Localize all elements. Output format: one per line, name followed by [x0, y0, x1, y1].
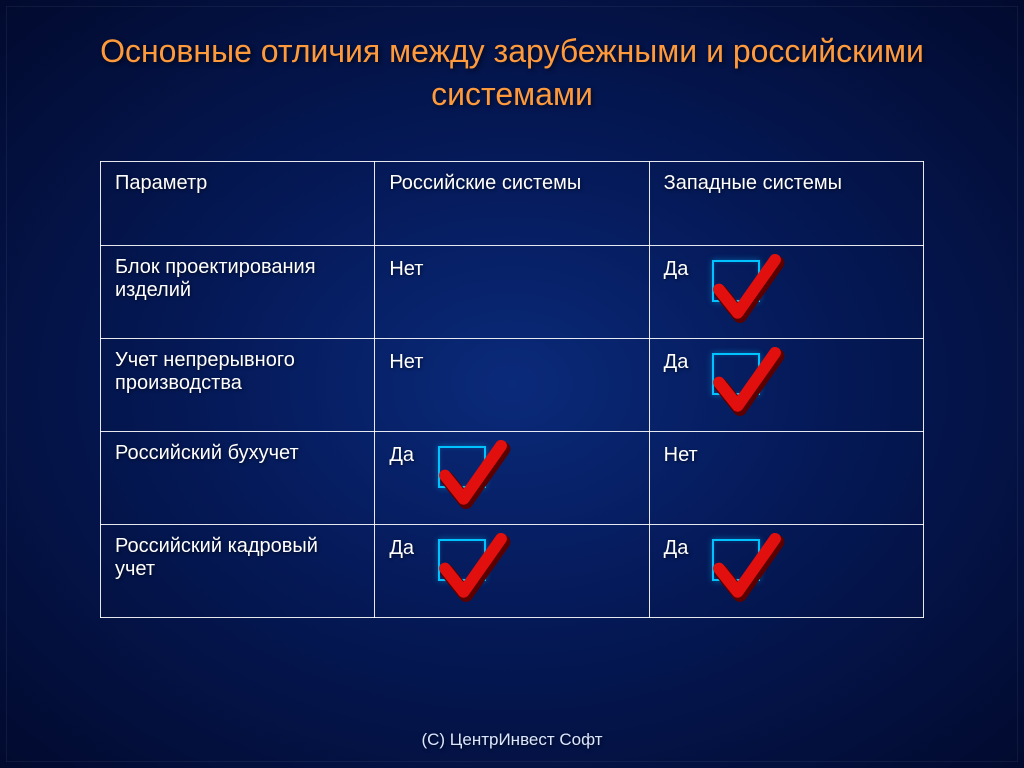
- col-parameter: Параметр: [101, 162, 375, 246]
- table-row: Блок проектирования изделий Нет Да: [101, 246, 924, 339]
- table-row: Российский кадровый учет Да Да: [101, 525, 924, 618]
- table-row: Учет непрерывного производства Нет Да: [101, 339, 924, 432]
- col-western: Западные системы: [649, 162, 923, 246]
- footer-copyright: (С) ЦентрИнвест Софт: [0, 730, 1024, 750]
- checkmark-icon: [434, 438, 512, 516]
- cell-russian: Нет: [375, 246, 649, 339]
- slide-title: Основные отличия между зарубежными и рос…: [60, 30, 964, 116]
- col-russian: Российские системы: [375, 162, 649, 246]
- cell-value: Да: [389, 535, 414, 560]
- checkbox: [438, 446, 486, 488]
- cell-western: Да: [649, 339, 923, 432]
- checkmark-icon: [708, 531, 786, 609]
- cell-value: Да: [664, 535, 689, 560]
- checkbox: [438, 539, 486, 581]
- cell-russian: Нет: [375, 339, 649, 432]
- cell-russian: Да: [375, 525, 649, 618]
- cell-value: Нет: [664, 442, 698, 467]
- checkmark-icon: [708, 345, 786, 423]
- checkbox: [712, 539, 760, 581]
- checkbox: [712, 260, 760, 302]
- table-header-row: Параметр Российские системы Западные сис…: [101, 162, 924, 246]
- cell-parameter: Российский кадровый учет: [101, 525, 375, 618]
- cell-value: Да: [664, 256, 689, 281]
- checkmark-icon: [708, 252, 786, 330]
- cell-value: Нет: [389, 349, 423, 374]
- comparison-table: Параметр Российские системы Западные сис…: [100, 161, 924, 618]
- cell-value: Да: [389, 442, 414, 467]
- cell-parameter: Российский бухучет: [101, 432, 375, 525]
- cell-western: Нет: [649, 432, 923, 525]
- checkbox: [712, 353, 760, 395]
- cell-russian: Да: [375, 432, 649, 525]
- cell-western: Да: [649, 525, 923, 618]
- cell-value: Нет: [389, 256, 423, 281]
- comparison-table-container: Параметр Российские системы Западные сис…: [100, 161, 924, 618]
- checkmark-icon: [434, 531, 512, 609]
- table-row: Российский бухучет Да Нет: [101, 432, 924, 525]
- cell-parameter: Блок проектирования изделий: [101, 246, 375, 339]
- slide: Основные отличия между зарубежными и рос…: [0, 0, 1024, 768]
- cell-parameter: Учет непрерывного производства: [101, 339, 375, 432]
- cell-western: Да: [649, 246, 923, 339]
- cell-value: Да: [664, 349, 689, 374]
